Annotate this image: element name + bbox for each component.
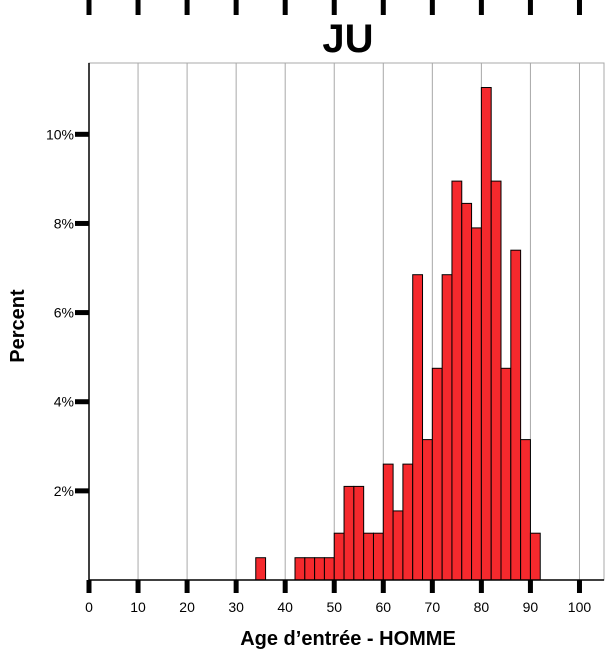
y-tick-label: 4% xyxy=(54,394,74,410)
chart-title: JU xyxy=(322,17,373,61)
x-tick-label: 50 xyxy=(326,599,342,615)
histogram-bar xyxy=(510,249,522,581)
x-tick-label: 80 xyxy=(474,599,490,615)
histogram-bar xyxy=(520,439,531,581)
histogram-bar xyxy=(422,439,433,581)
histogram-bar xyxy=(372,532,384,581)
x-axis-title: Age d’entrée - HOMME xyxy=(240,628,456,650)
histogram-bar xyxy=(471,227,482,581)
x-tick-label: 40 xyxy=(277,599,293,615)
tick-marks xyxy=(75,0,582,593)
histogram-bars xyxy=(255,87,541,581)
histogram-bar xyxy=(323,557,335,581)
histogram-bar xyxy=(382,463,394,581)
histogram-bar xyxy=(314,557,325,581)
x-tick-label: 30 xyxy=(228,599,244,615)
histogram-bar xyxy=(461,202,473,581)
histogram-bar xyxy=(480,87,492,581)
histogram-bar xyxy=(294,557,306,581)
x-tick-label: 20 xyxy=(179,599,195,615)
histogram-bar xyxy=(392,510,404,581)
histogram-bar xyxy=(353,485,365,581)
x-tick-label: 10 xyxy=(130,599,146,615)
x-tick-label: 0 xyxy=(85,599,93,615)
histogram-bar xyxy=(333,532,345,581)
histogram-bar xyxy=(255,557,267,581)
histogram-bar xyxy=(431,367,443,581)
histogram-bar xyxy=(500,367,512,581)
histogram-bar xyxy=(441,274,453,581)
x-tick-label: 60 xyxy=(375,599,391,615)
histogram-bar xyxy=(343,485,355,581)
tick-labels: 0 10 20 30 40 50 60 70 80 90 100 2% 4% 6% 8% 10% xyxy=(46,126,591,615)
axes xyxy=(88,63,604,581)
x-tick-label: 90 xyxy=(523,599,539,615)
y-axis-title: Percent xyxy=(7,289,29,363)
histogram-bar xyxy=(402,463,414,581)
x-tick-label: 100 xyxy=(568,599,592,615)
histogram-bar xyxy=(363,532,374,581)
y-tick-label: 2% xyxy=(54,483,74,499)
y-tick-label: 8% xyxy=(54,215,74,231)
y-tick-label: 6% xyxy=(54,305,74,321)
histogram-bar xyxy=(529,532,541,581)
histogram-bar xyxy=(304,557,316,581)
y-tick-label: 10% xyxy=(46,126,74,142)
x-tick-label: 70 xyxy=(425,599,441,615)
histogram-bar xyxy=(490,180,502,581)
histogram-bar xyxy=(412,274,424,581)
histogram-bar xyxy=(451,180,463,581)
